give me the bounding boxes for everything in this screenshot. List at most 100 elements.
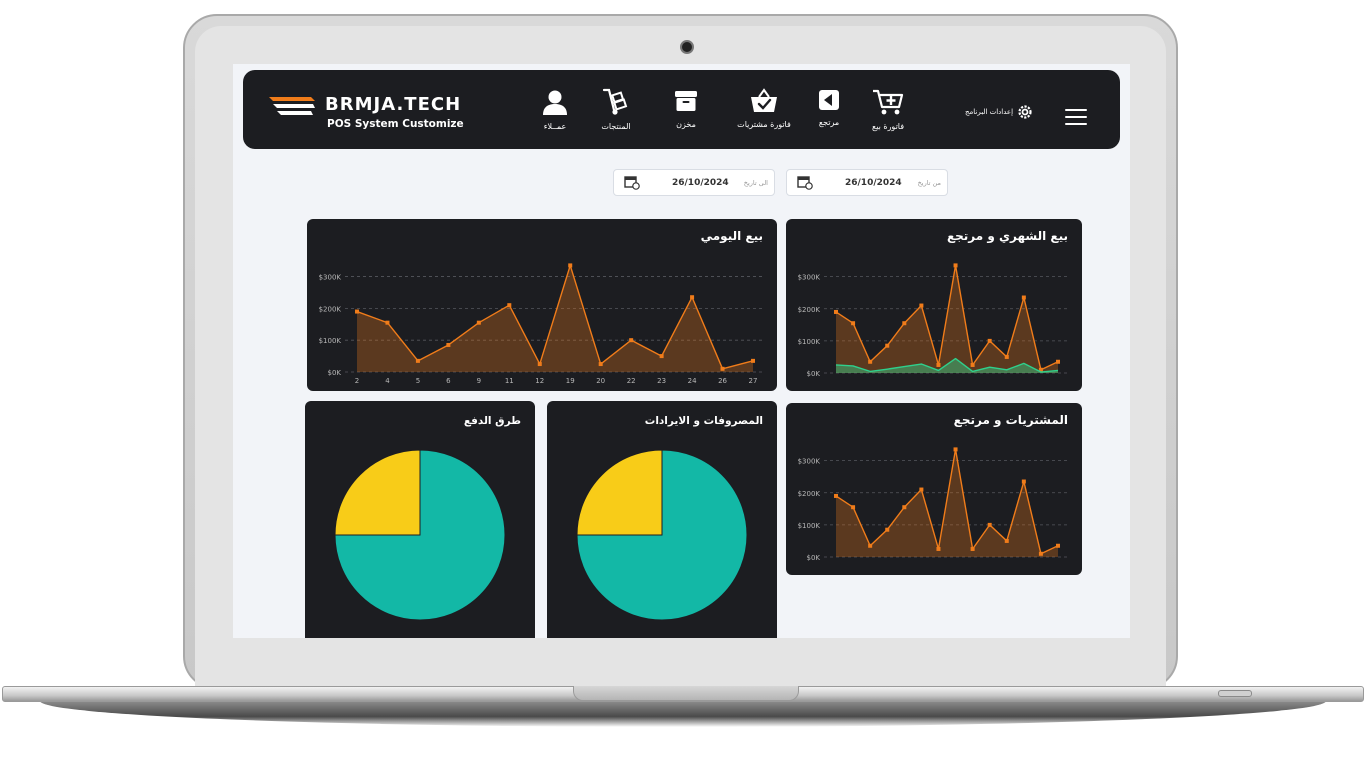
y-tick-label: $200K [798, 306, 821, 314]
nav-label: فاتورة بيع [871, 122, 905, 131]
y-tick-label: $300K [798, 458, 821, 466]
data-point [415, 358, 420, 363]
series-line [356, 264, 754, 370]
settings-button[interactable]: إعدادات البرنامج [965, 104, 1033, 120]
from-date-value: 26/10/2024 [845, 178, 902, 188]
data-point [885, 343, 890, 348]
hamburger-icon[interactable] [1065, 109, 1087, 125]
data-point [834, 493, 838, 498]
x-tick-label: 23 [657, 377, 666, 385]
from-date-field[interactable]: 26/10/2024 من تاريخ [786, 169, 948, 196]
data-point [834, 309, 838, 314]
y-tick-label: $200K [319, 305, 342, 313]
data-point [690, 295, 695, 300]
nav-customers[interactable]: عمــلاء [520, 88, 590, 131]
x-tick-label: 9 [477, 377, 481, 385]
nav-purchase-invoice[interactable]: فاتورة مشتريات [729, 88, 799, 129]
logo-mark-icon [269, 97, 315, 115]
data-point [537, 362, 542, 367]
pie-slice [576, 449, 748, 621]
nav-label: فاتورة مشتريات [737, 120, 791, 129]
nav-label: المنتجات [601, 122, 631, 131]
pie-chart [576, 449, 748, 621]
nav-label: مرتجع [818, 118, 840, 127]
app-screen: BRMJA.TECH POS System Customize عمــلاء … [233, 64, 1130, 638]
data-point [1056, 359, 1060, 364]
basket-check-icon [751, 88, 777, 112]
data-point [919, 487, 924, 492]
pie-slice [334, 449, 506, 621]
card-title: بيع الشهري و مرتجع [946, 229, 1068, 243]
laptop-indicator-light [1218, 690, 1252, 697]
data-point [446, 342, 451, 347]
data-point [953, 263, 958, 268]
data-point [902, 321, 907, 326]
x-tick-label: 11 [505, 377, 514, 385]
y-tick-label: $100K [319, 337, 342, 345]
nav-warehouse[interactable]: مخزن [651, 88, 721, 129]
laptop-base-shadow [40, 701, 1326, 727]
nav-products[interactable]: المنتجات [581, 88, 651, 131]
area-chart: $0K $100K $200K $300K [798, 263, 1070, 378]
card-title: طرق الدفع [463, 415, 521, 427]
laptop-base-notch [573, 686, 799, 701]
y-tick-label: $300K [798, 274, 821, 282]
data-point [970, 546, 975, 551]
pie-chart [334, 449, 506, 621]
nav-label: مخزن [676, 120, 696, 129]
data-point [936, 362, 941, 367]
data-point [507, 303, 512, 308]
series-area [357, 265, 753, 372]
data-point [598, 362, 603, 367]
data-point [568, 263, 573, 268]
y-tick-label: $0K [807, 370, 821, 378]
data-point [751, 358, 755, 363]
y-tick-label: $200K [798, 490, 821, 498]
cart-plus-icon [873, 89, 904, 115]
data-point [987, 338, 992, 343]
x-tick-label: 27 [749, 377, 758, 385]
data-point [385, 320, 390, 325]
data-point [851, 321, 856, 326]
x-tick-label: 22 [627, 377, 636, 385]
to-date-value: 26/10/2024 [672, 178, 729, 188]
x-tick-label: 19 [566, 377, 575, 385]
data-point [953, 447, 958, 452]
hand-truck-icon [602, 88, 628, 115]
calendar-icon [624, 176, 640, 190]
nav-label: عمــلاء [543, 122, 567, 131]
data-point [1004, 354, 1009, 359]
y-tick-label: $0K [328, 369, 342, 377]
data-point [1021, 295, 1026, 300]
series-line [835, 264, 1059, 371]
settings-label: إعدادات البرنامج [965, 108, 1014, 116]
data-point [659, 354, 664, 359]
data-point [902, 505, 907, 510]
back-arrow-icon [819, 90, 839, 110]
nav-returns[interactable]: مرتجع [794, 88, 864, 127]
data-point [476, 320, 481, 325]
data-point [629, 338, 634, 343]
x-tick-label: 12 [535, 377, 544, 385]
to-date-field[interactable]: 26/10/2024 الى تاريخ [613, 169, 775, 196]
y-tick-label: $100K [798, 522, 821, 530]
monthly-sales-card: $0K $100K $200K $300K بيع الشهري و مرتجع [786, 219, 1082, 391]
gear-icon [1018, 105, 1032, 119]
top-header: BRMJA.TECH POS System Customize عمــلاء … [243, 70, 1120, 149]
data-point [851, 505, 856, 510]
data-point [355, 309, 359, 314]
logo-text: BRMJA.TECH [325, 94, 462, 115]
pie-slice [334, 449, 421, 536]
to-date-label: الى تاريخ [743, 179, 768, 187]
calendar-icon [797, 176, 813, 190]
from-date-label: من تاريخ [917, 179, 941, 187]
x-tick-label: 6 [446, 377, 451, 385]
data-point [1038, 551, 1043, 556]
card-title: بيع اليومي [700, 229, 763, 243]
data-point [868, 359, 873, 364]
nav-sales-invoice[interactable]: فاتورة بيع [853, 88, 923, 131]
data-point [987, 522, 992, 527]
series-line [835, 357, 1059, 373]
data-point [936, 546, 941, 551]
